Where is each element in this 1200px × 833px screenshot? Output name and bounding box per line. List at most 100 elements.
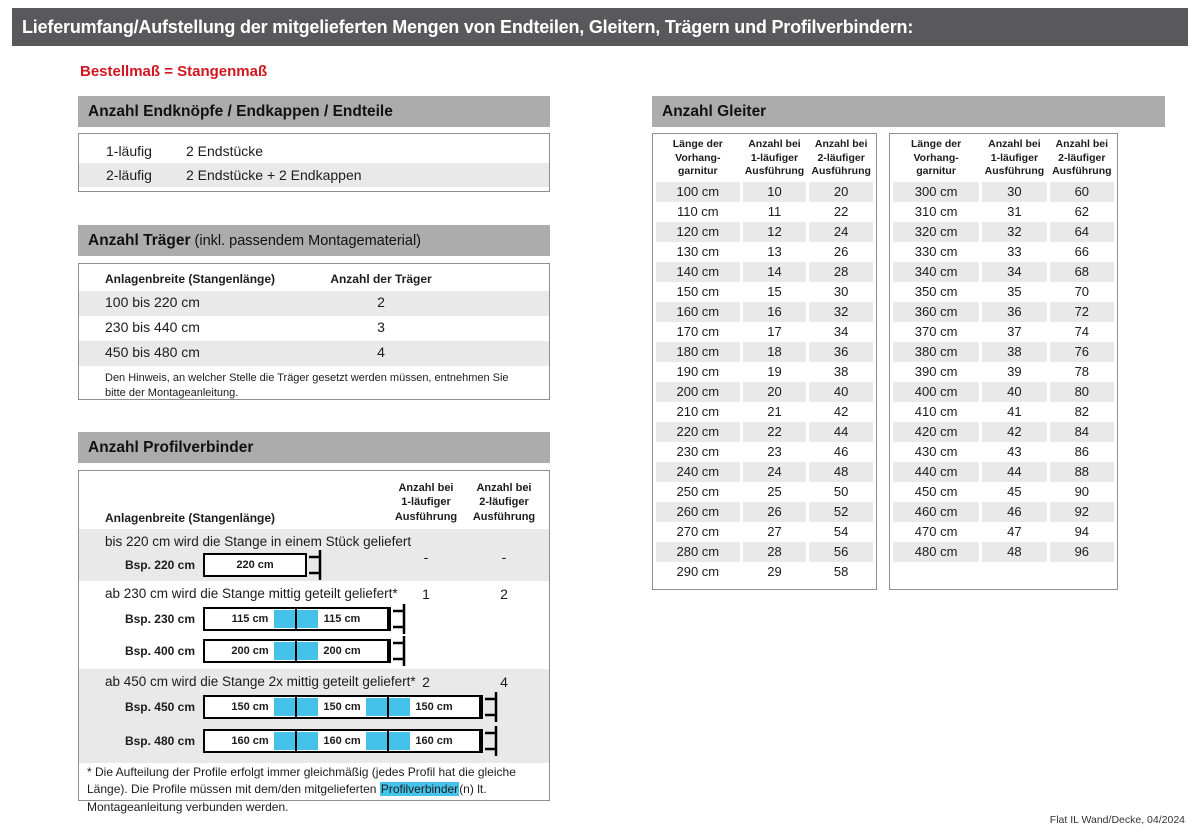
table-row: 1-läufig 2 Endstücke bbox=[79, 139, 549, 163]
traeger-note: Den Hinweis, an welcher Stelle die Träge… bbox=[105, 372, 509, 400]
count-2-cell: 56 bbox=[809, 541, 874, 562]
table-row: 150 cm 15 30 bbox=[656, 282, 873, 302]
table-row: 300 cm 30 60 bbox=[893, 181, 1115, 202]
rod-segment: 150 cm bbox=[297, 697, 389, 717]
range-cell: 100 bis 220 cm bbox=[105, 294, 200, 310]
count-2-cell: 54 bbox=[833, 523, 849, 539]
row-description: ab 230 cm wird die Stange mittig geteilt… bbox=[105, 586, 398, 601]
table-row: 230 bis 440 cm 3 bbox=[79, 316, 549, 341]
table-row: 390 cm 39 78 bbox=[893, 362, 1114, 382]
count-1-cell: 33 bbox=[1007, 243, 1022, 259]
page-title: Lieferumfang/Aufstellung der mitgeliefer… bbox=[22, 17, 914, 37]
section-header-profilverbinder: Anzahl Profilverbinder bbox=[78, 432, 550, 463]
table-row: 350 cm 35 70 bbox=[893, 282, 1114, 302]
count-2-cell: 82 bbox=[1074, 403, 1090, 419]
doc-footer: Flat IL Wand/Decke, 04/2024 bbox=[1049, 814, 1185, 826]
variant-cell: 2-läufig bbox=[106, 167, 152, 183]
table-row: 470 cm 47 94 bbox=[893, 522, 1114, 542]
value-2-laeufig: 2 bbox=[500, 586, 508, 602]
length-cell: 150 cm bbox=[676, 283, 720, 299]
profilverbinder-row-220: bis 220 cm wird die Stange in einem Stüc… bbox=[79, 529, 549, 581]
count-2-cell: 28 bbox=[809, 261, 874, 282]
gleiter-table-header: Länge der Vorhang- garnitur Anzahl bei 1… bbox=[656, 138, 873, 179]
count-1-cell: 18 bbox=[742, 341, 807, 362]
col-header-length: Länge der Vorhang- garnitur bbox=[911, 138, 962, 178]
length-cell: 140 cm bbox=[656, 261, 740, 282]
profilverbinder-row-230: ab 230 cm wird die Stange mittig geteilt… bbox=[79, 581, 549, 669]
count-2-cell: 64 bbox=[1049, 221, 1115, 242]
profilverbinder-connector-icon bbox=[274, 732, 318, 750]
rod: 160 cm 160 cm 160 cm bbox=[203, 729, 483, 753]
count-2-cell: 22 bbox=[833, 203, 849, 219]
length-cell: 380 cm bbox=[893, 341, 980, 362]
length-cell: 110 cm bbox=[676, 203, 719, 219]
count-2-cell: 20 bbox=[809, 181, 874, 202]
rod-segment: 220 cm bbox=[236, 559, 274, 571]
count-cell: 4 bbox=[377, 344, 385, 360]
table-row: 330 cm 33 66 bbox=[893, 242, 1114, 262]
count-2-cell: 60 bbox=[1049, 181, 1115, 202]
traeger-table-header: Anlagenbreite (Stangenlänge) Anzahl der … bbox=[79, 264, 549, 291]
count-2-cell: 40 bbox=[809, 381, 874, 402]
traeger-table: Anlagenbreite (Stangenlänge) Anzahl der … bbox=[78, 263, 550, 400]
length-cell: 270 cm bbox=[676, 523, 720, 539]
count-2-cell: 84 bbox=[1049, 421, 1115, 442]
rod-segment: 115 cm bbox=[297, 609, 389, 629]
count-2-cell: 26 bbox=[833, 243, 849, 259]
count-1-cell: 32 bbox=[982, 221, 1047, 242]
value-1-laeufig: 1 bbox=[422, 586, 430, 602]
profilverbinder-connector-icon bbox=[366, 732, 410, 750]
example-label: Bsp. 450 cm bbox=[124, 700, 195, 714]
gleiter-rows-right: 300 cm 30 60 310 cm 31 62 320 cm 32 64 bbox=[893, 181, 1115, 562]
table-row: 260 cm 26 52 bbox=[656, 501, 874, 522]
count-2-cell: 92 bbox=[1049, 501, 1115, 522]
count-2-cell: 58 bbox=[833, 563, 849, 579]
example-label: Bsp. 230 cm bbox=[124, 612, 195, 626]
table-row: 480 cm 48 96 bbox=[893, 541, 1115, 562]
count-2-cell: 78 bbox=[1074, 363, 1090, 379]
section-title-gleiter: Anzahl Gleiter bbox=[662, 103, 767, 120]
count-2-cell: 76 bbox=[1049, 341, 1115, 362]
footnote: * Die Aufteilung der Profile erfolgt imm… bbox=[87, 764, 543, 816]
count-1-cell: 21 bbox=[767, 403, 782, 419]
rod-segment: 150 cm bbox=[205, 697, 297, 717]
length-cell: 460 cm bbox=[893, 501, 980, 522]
length-cell: 210 cm bbox=[676, 403, 720, 419]
table-row: 250 cm 25 50 bbox=[656, 482, 873, 502]
gleiter-rows-left: 100 cm 10 20 110 cm 11 22 120 cm 12 24 bbox=[656, 181, 874, 582]
count-1-cell: 37 bbox=[1007, 323, 1022, 339]
col-header-1-laeufig: Anzahl bei 1-läufiger Ausführung bbox=[394, 482, 458, 523]
col-header-1-laeufig: Anzahl bei 1-läufiger Ausführung bbox=[984, 138, 1045, 178]
table-row: 110 cm 11 22 bbox=[656, 202, 873, 222]
count-2-cell: 30 bbox=[833, 283, 849, 299]
count-2-cell: 72 bbox=[1049, 301, 1115, 322]
col-header-width: Anlagenbreite (Stangenlänge) bbox=[105, 272, 276, 286]
count-1-cell: 27 bbox=[767, 523, 782, 539]
count-2-cell: 94 bbox=[1074, 523, 1090, 539]
table-row: 230 cm 23 46 bbox=[656, 442, 873, 462]
range-cell: 230 bis 440 cm bbox=[105, 319, 200, 335]
count-1-cell: 10 bbox=[742, 181, 807, 202]
count-1-cell: 26 bbox=[742, 501, 807, 522]
length-cell: 440 cm bbox=[893, 461, 980, 482]
length-cell: 200 cm bbox=[656, 381, 740, 402]
length-cell: 340 cm bbox=[893, 261, 980, 282]
rod-diagram-450: Bsp. 450 cm 150 cm 150 cm 150 cm bbox=[105, 692, 501, 722]
rod-diagram-230: Bsp. 230 cm 115 cm 115 cm bbox=[105, 604, 409, 634]
gleiter-table-header: Länge der Vorhang- garnitur Anzahl bei 1… bbox=[893, 138, 1114, 179]
table-row: 370 cm 37 74 bbox=[893, 322, 1114, 342]
rod: 220 cm bbox=[203, 553, 307, 577]
length-cell: 410 cm bbox=[914, 403, 958, 419]
parts-cell: 2 Endstücke bbox=[186, 143, 264, 159]
table-row: 170 cm 17 34 bbox=[656, 322, 873, 342]
rod: 115 cm 115 cm bbox=[203, 607, 391, 631]
length-cell: 480 cm bbox=[893, 541, 980, 562]
profilverbinder-connector-icon bbox=[366, 698, 410, 716]
count-1-cell: 43 bbox=[1007, 443, 1022, 459]
count-2-cell: 52 bbox=[809, 501, 874, 522]
profilverbinder-connector-icon bbox=[274, 698, 318, 716]
count-2-cell: 66 bbox=[1074, 243, 1090, 259]
value-2-laeufig: - bbox=[501, 549, 507, 565]
table-row: 450 cm 45 90 bbox=[893, 482, 1114, 502]
